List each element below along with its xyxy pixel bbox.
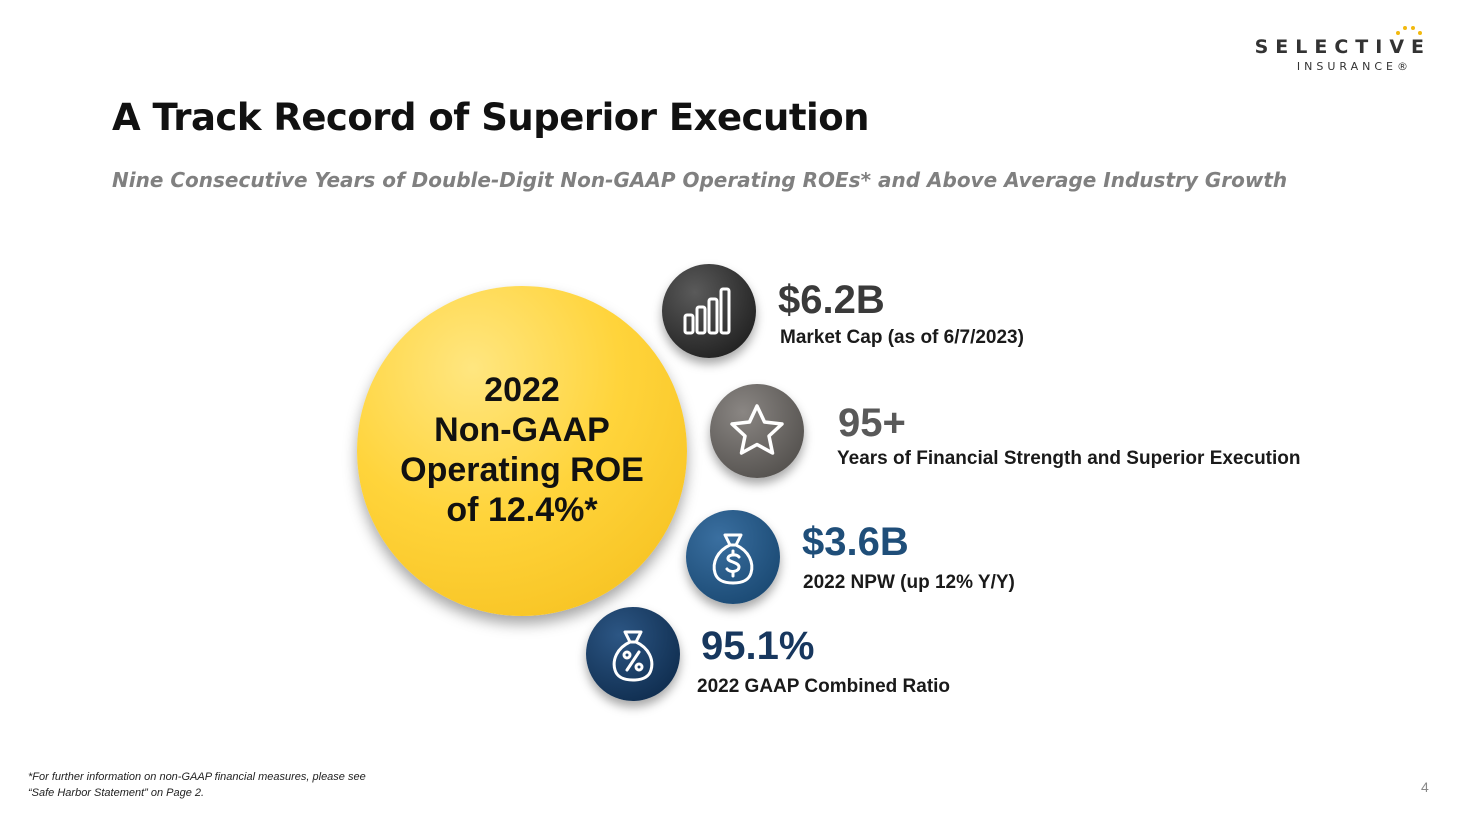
npw-label: 2022 NPW (up 12% Y/Y) [803,572,1015,593]
footnote-line-2: “Safe Harbor Statement” on Page 2. [28,787,205,799]
bar-chart-icon [662,264,756,358]
money-bag-percent-icon [586,607,680,701]
money-bag-dollar-icon [686,510,780,604]
combined-ratio-value: 95.1% [701,624,815,668]
roe-line-metric: Operating ROE [400,451,644,489]
page-title: A Track Record of Superior Execution [112,96,869,139]
years-value: 95+ [838,401,906,445]
logo-dots-icon [1392,25,1422,37]
footnote: *For further information on non-GAAP fin… [28,769,366,801]
page-number: 4 [1421,779,1429,795]
roe-line-type: Non-GAAP [434,411,610,449]
market-cap-label: Market Cap (as of 6/7/2023) [780,327,1024,348]
logo-subtitle: INSURANCE® [1296,60,1412,73]
combined-ratio-label: 2022 GAAP Combined Ratio [697,676,951,697]
roe-line-value: of 12.4%* [446,491,598,529]
roe-line-year: 2022 [484,371,560,409]
footnote-line-1: *For further information on non-GAAP fin… [28,771,366,783]
roe-highlight-circle: 2022 Non-GAAP Operating ROE of 12.4%* [357,286,687,616]
star-icon [710,384,804,478]
years-label: Years of Financial Strength and Superior… [837,448,1301,469]
logo-name: SELECTIVE [1254,36,1431,58]
npw-value: $3.6B [802,520,909,564]
market-cap-value: $6.2B [778,278,885,322]
page-subtitle: Nine Consecutive Years of Double-Digit N… [112,168,1288,192]
selective-logo: SELECTIVE INSURANCE® [1255,26,1424,73]
roe-highlight-text: 2022 Non-GAAP Operating ROE of 12.4%* [357,370,687,530]
